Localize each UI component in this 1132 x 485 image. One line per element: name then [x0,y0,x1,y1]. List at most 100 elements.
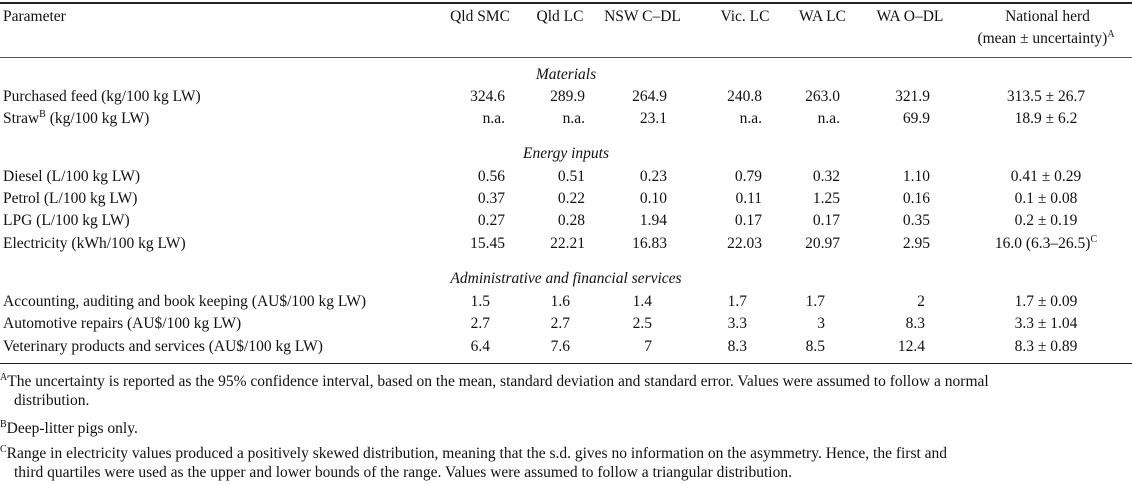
col-header-wa-odl: WA O–DL [876,8,944,25]
row-label-unit: (kg/100 kg LW) [45,110,150,127]
col-header-qld-smc: Qld SMC [450,8,510,25]
footnote-c-text: Range in electricity values produced a p… [6,445,948,462]
cell-qld-smc: 0.27 [477,212,505,229]
footnote-c-marker: C [0,444,7,455]
col-header-national: National herd [1005,8,1090,25]
cell-wa-odl: 2.95 [902,235,930,252]
footnote-c: CRange in electricity values produced a … [0,444,1130,463]
col-header-vic-lc: Vic. LC [720,8,770,25]
cell-wa-lc: 0.17 [812,212,840,229]
cell-vic-lc: 0.17 [734,212,762,229]
row-label: Electricity (kWh/100 kg LW) [3,235,186,252]
national-value: 16.0 (6.3–26.5) [994,235,1091,252]
cell-wa-odl: 2 [917,293,925,310]
cell-wa-lc: 1.7 [805,293,825,310]
cell-wa-odl: 1.10 [902,168,930,185]
cell-nsw-cdl: 0.10 [639,190,667,207]
cell-national: 0.1 ± 0.08 [1014,190,1078,207]
cell-nsw-cdl: 7 [644,338,652,355]
cell-vic-lc: 3.3 [727,315,747,332]
cell-national: 0.2 ± 0.19 [1014,212,1078,229]
cell-wa-lc: 0.32 [812,168,840,185]
footnote-a-continued: distribution. [0,391,1130,410]
cell-nsw-cdl: 1.4 [632,293,652,310]
footnote-b-text: Deep-litter pigs only. [6,420,138,437]
cell-qld-lc: 0.22 [557,190,585,207]
cell-nsw-cdl: 23.1 [639,110,667,127]
footnote-c-continued: third quartiles were used as the upper a… [0,463,1130,482]
cell-national: 313.5 ± 26.7 [1006,88,1086,105]
row-label: Automotive repairs (AU$/100 kg LW) [3,315,242,332]
cell-national: 16.0 (6.3–26.5)C [960,235,1132,253]
section-materials: Materials [535,66,597,83]
cell-vic-lc: n.a. [739,110,762,127]
cell-nsw-cdl: 264.9 [632,88,667,105]
col-header-qld-lc: Qld LC [536,8,584,25]
cell-vic-lc: 240.8 [727,88,762,105]
cell-nsw-cdl: 16.83 [632,235,667,252]
cell-qld-smc: 15.45 [470,235,505,252]
footnote-ref-b: B [39,109,46,120]
cell-national: 1.7 ± 0.09 [1014,293,1078,310]
cell-wa-odl: 0.16 [902,190,930,207]
section-admin-financial: Administrative and financial services [450,270,682,287]
cell-wa-lc: 3 [817,315,825,332]
row-label: Purchased feed (kg/100 kg LW) [3,88,201,105]
cell-wa-odl: 0.35 [902,212,930,229]
cell-qld-smc: 324.6 [470,88,505,105]
cell-national: 3.3 ± 1.04 [1014,315,1078,332]
cell-national: 18.9 ± 6.2 [1014,110,1078,127]
row-label: Accounting, auditing and book keeping (A… [3,293,367,310]
footnote-b-marker: B [0,419,7,430]
cell-national: 0.41 ± 0.29 [1010,168,1082,185]
cell-nsw-cdl: 2.5 [632,315,652,332]
cell-national: 8.3 ± 0.89 [1014,338,1078,355]
row-label: Diesel (L/100 kg LW) [3,168,141,185]
cell-vic-lc: 1.7 [727,293,747,310]
national-sub-text: (mean ± uncertainty) [977,30,1108,47]
cell-qld-lc: 22.21 [550,235,585,252]
footnote-a: AThe uncertainty is reported as the 95% … [0,372,1130,391]
header-underline [0,57,1132,58]
footnote-c-text-2: third quartiles were used as the upper a… [14,464,792,481]
cell-qld-lc: 289.9 [550,88,585,105]
row-label: Veterinary products and services (AU$/10… [3,338,323,355]
cell-nsw-cdl: 1.94 [639,212,667,229]
table-top-rule [0,2,1132,4]
row-label-text: Straw [3,110,40,127]
row-label: Petrol (L/100 kg LW) [3,190,138,207]
cell-vic-lc: 0.79 [734,168,762,185]
cell-qld-lc: 1.6 [550,293,570,310]
col-header-national-sub: (mean ± uncertainty)A [960,30,1132,48]
cell-wa-lc: 1.25 [812,190,840,207]
cell-qld-lc: n.a. [562,110,585,127]
col-header-parameter: Parameter [3,8,66,25]
cell-nsw-cdl: 0.23 [639,168,667,185]
row-label: LPG (L/100 kg LW) [3,212,130,229]
cell-qld-lc: 0.28 [557,212,585,229]
section-energy-inputs: Energy inputs [523,145,609,162]
cell-wa-lc: 8.5 [805,338,825,355]
cell-wa-lc: 263.0 [805,88,840,105]
cell-vic-lc: 8.3 [727,338,747,355]
col-header-nsw-cdl: NSW C–DL [604,8,681,25]
cell-qld-smc: 0.56 [477,168,505,185]
footnote-b: BDeep-litter pigs only. [0,419,1130,438]
cell-qld-smc: 6.4 [470,338,490,355]
cell-vic-lc: 0.11 [735,190,762,207]
cell-qld-lc: 0.51 [557,168,585,185]
footnote-ref-c: C [1090,234,1098,245]
cell-wa-odl: 69.9 [902,110,930,127]
cell-qld-smc: 1.5 [470,293,490,310]
row-label: StrawB (kg/100 kg LW) [3,110,149,128]
footnote-a-text: The uncertainty is reported as the 95% c… [7,373,989,390]
cell-vic-lc: 22.03 [727,235,762,252]
table-bottom-rule [0,363,1132,364]
footnote-a-text-2: distribution. [14,392,90,409]
cell-wa-lc: n.a. [817,110,840,127]
cell-wa-lc: 20.97 [805,235,840,252]
footnote-a-marker: A [0,372,8,383]
cell-wa-odl: 8.3 [905,315,925,332]
cell-qld-smc: n.a. [482,110,505,127]
cell-wa-odl: 12.4 [897,338,925,355]
